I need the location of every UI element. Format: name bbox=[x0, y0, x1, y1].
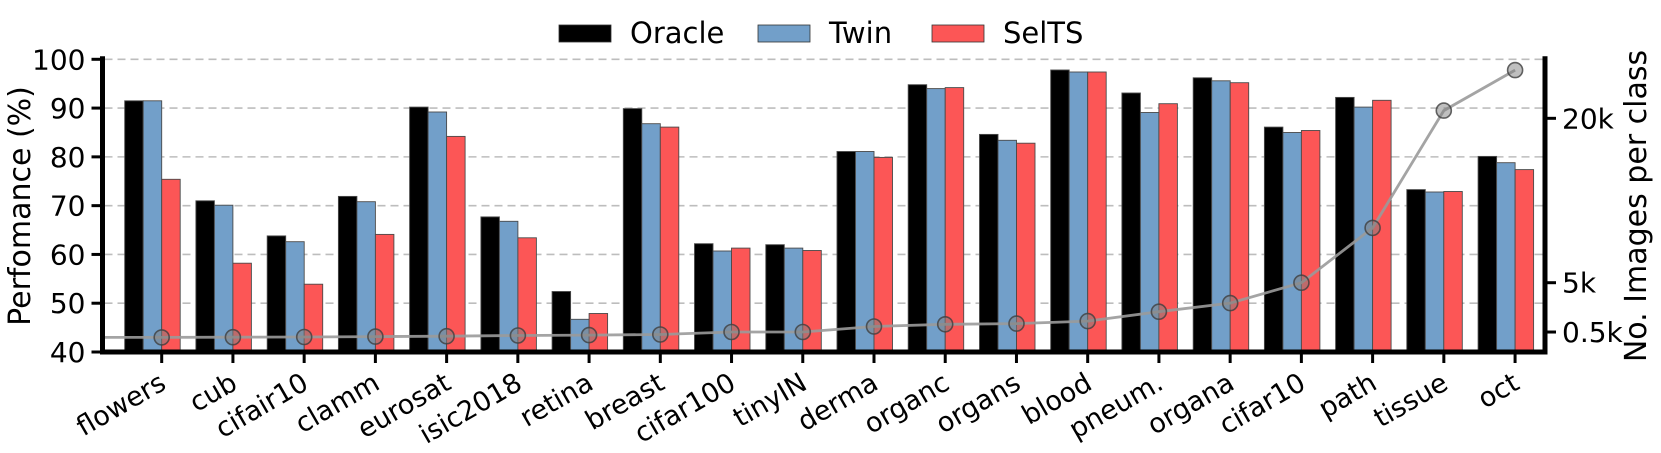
bar-oracle-organa bbox=[1192, 77, 1213, 355]
bar-selts-cifar10 bbox=[1300, 130, 1321, 355]
bar-twin-breast bbox=[641, 123, 661, 355]
bar-oracle-path bbox=[1335, 96, 1355, 355]
left-tick-label: 80 bbox=[50, 141, 86, 174]
line-marker-isic2018 bbox=[509, 327, 527, 344]
line-marker-path bbox=[1364, 219, 1381, 237]
x-tick-label-oct: oct bbox=[1473, 367, 1525, 415]
line-marker-organs bbox=[1008, 315, 1025, 332]
line-marker-retina bbox=[580, 326, 598, 344]
left-tick-label: 100 bbox=[32, 43, 85, 76]
bar-selts-organa bbox=[1229, 82, 1250, 355]
line-marker-cifar100 bbox=[723, 323, 740, 341]
left-tick-label: 50 bbox=[50, 287, 86, 320]
x-tick-label-tissue: tissue bbox=[1369, 367, 1454, 434]
bar-selts-eurosat bbox=[446, 135, 466, 355]
bar-oracle-tissue bbox=[1406, 189, 1426, 355]
bar-selts-tissue bbox=[1443, 191, 1463, 355]
bar-oracle-breast bbox=[622, 108, 643, 355]
bar-oracle-cub bbox=[195, 200, 215, 355]
bar-oracle-eurosat bbox=[409, 106, 429, 355]
right-tick-label: 5k bbox=[1562, 267, 1597, 300]
bar-oracle-derma bbox=[836, 151, 856, 355]
bar-oracle-oct bbox=[1477, 155, 1498, 355]
bar-twin-eurosat bbox=[427, 111, 448, 355]
bar-selts-organc bbox=[944, 87, 965, 355]
bar-oracle-organc bbox=[907, 84, 928, 355]
line-marker-oct bbox=[1506, 61, 1524, 79]
bar-twin-cifar10 bbox=[1282, 132, 1302, 355]
bar-oracle-isic2018 bbox=[480, 216, 500, 355]
bar-oracle-organs bbox=[979, 133, 999, 355]
bar-selts-blood bbox=[1087, 71, 1107, 355]
line-marker-organc bbox=[936, 315, 954, 333]
line-marker-derma bbox=[865, 318, 883, 335]
line-marker-eurosat bbox=[438, 327, 455, 345]
legend-label-selts: SelTS bbox=[1003, 16, 1083, 50]
bar-oracle-tinyIN bbox=[765, 244, 785, 355]
bar-selts-flowers bbox=[161, 178, 181, 355]
legend-swatch-selts bbox=[931, 24, 985, 43]
left-tick-label: 90 bbox=[50, 92, 86, 125]
line-marker-cub bbox=[224, 328, 242, 346]
bar-selts-oct bbox=[1514, 169, 1535, 355]
line-marker-tissue bbox=[1435, 102, 1453, 119]
left-axis-label: Perfomance (%) bbox=[3, 86, 38, 326]
bar-twin-organc bbox=[926, 88, 946, 355]
line-marker-flowers bbox=[153, 329, 170, 346]
bar-twin-oct bbox=[1496, 162, 1516, 355]
line-marker-breast bbox=[651, 326, 669, 343]
x-tick-label-path: path bbox=[1313, 367, 1382, 425]
line-marker-cifar10 bbox=[1293, 274, 1310, 292]
x-tick-label-flowers: flowers bbox=[71, 367, 171, 443]
left-tick-label: 40 bbox=[50, 336, 86, 369]
bar-oracle-cifar10 bbox=[1263, 126, 1284, 355]
line-marker-organa bbox=[1221, 294, 1239, 312]
bar-twin-tissue bbox=[1424, 191, 1445, 355]
legend-swatch-oracle bbox=[558, 24, 612, 43]
bar-oracle-clamm bbox=[337, 195, 358, 355]
bar-oracle-flowers bbox=[124, 100, 144, 355]
line-marker-pneum. bbox=[1150, 303, 1168, 321]
bar-twin-organa bbox=[1211, 80, 1231, 355]
bar-oracle-cifar100 bbox=[694, 243, 714, 355]
right-axis-label: No. Images per class bbox=[1619, 50, 1654, 362]
left-tick-label: 70 bbox=[50, 190, 86, 223]
bar-twin-blood bbox=[1068, 71, 1089, 355]
bar-twin-flowers bbox=[142, 100, 163, 355]
line-marker-clamm bbox=[367, 328, 384, 345]
bar-oracle-blood bbox=[1050, 69, 1070, 355]
x-tick-label-retina: retina bbox=[515, 367, 599, 433]
line-marker-cifair10 bbox=[295, 328, 313, 346]
legend-label-twin: Twin bbox=[828, 16, 892, 50]
right-tick-label: 0.5k bbox=[1562, 316, 1624, 349]
line-marker-tinyIN bbox=[794, 323, 812, 341]
bar-selts-breast bbox=[659, 126, 680, 355]
bar-oracle-retina bbox=[551, 291, 572, 355]
right-tick-label: 20k bbox=[1562, 102, 1615, 135]
left-tick-label: 60 bbox=[50, 238, 86, 271]
legend-label-oracle: Oracle bbox=[630, 16, 724, 50]
legend-swatch-twin bbox=[757, 24, 811, 43]
line-marker-blood bbox=[1079, 312, 1096, 330]
